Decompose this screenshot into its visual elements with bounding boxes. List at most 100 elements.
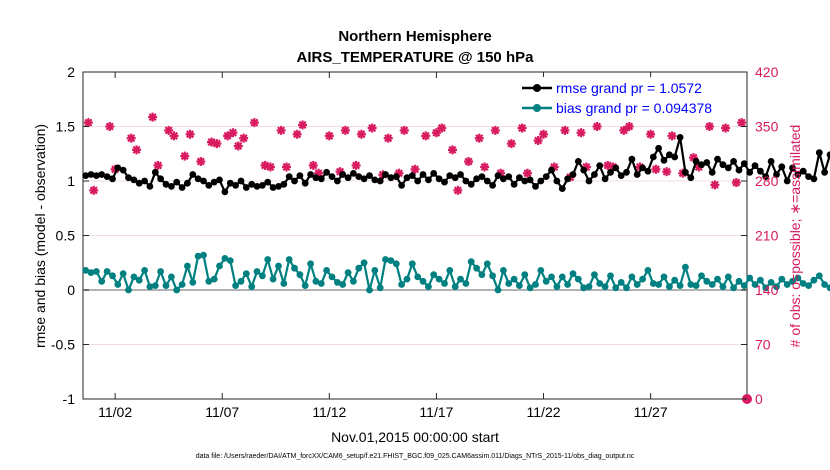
rmse-point bbox=[248, 180, 256, 188]
bias-point bbox=[130, 273, 138, 281]
obs-marker bbox=[522, 168, 532, 178]
rmse-point bbox=[221, 188, 229, 196]
obs-marker bbox=[539, 129, 549, 139]
obs-marker-stroke bbox=[646, 130, 655, 139]
obs-marker bbox=[533, 136, 543, 146]
obs-marker-stroke bbox=[368, 124, 377, 133]
bias-point bbox=[339, 281, 347, 288]
rmse-point bbox=[264, 178, 272, 186]
rmse-point bbox=[676, 134, 684, 141]
rmse-point bbox=[810, 175, 818, 183]
rmse-point bbox=[537, 177, 545, 185]
bias-point bbox=[569, 270, 577, 277]
y-right-tick-label: 280 bbox=[755, 173, 779, 189]
bias-point bbox=[655, 281, 662, 288]
obs-marker-stroke bbox=[180, 152, 189, 161]
rmse-point bbox=[210, 178, 218, 186]
bias-point bbox=[216, 262, 223, 270]
obs-marker-stroke bbox=[710, 180, 719, 189]
footnote: data file: /Users/raeder/DAI/ATM_forcXX/… bbox=[196, 453, 635, 460]
rmse-point bbox=[783, 177, 791, 185]
obs-marker bbox=[367, 123, 377, 133]
rmse-point bbox=[435, 175, 443, 183]
bias-point bbox=[548, 273, 555, 281]
x-tick-label: 11/12 bbox=[312, 404, 346, 420]
rmse-point bbox=[103, 173, 111, 181]
obs-marker bbox=[356, 129, 366, 139]
obs-marker-stroke bbox=[164, 126, 173, 135]
bias-point bbox=[489, 272, 496, 280]
rmse-point bbox=[291, 177, 298, 185]
bias-point bbox=[125, 286, 132, 294]
obs-marker bbox=[624, 122, 634, 131]
rmse-point bbox=[703, 159, 711, 166]
rmse-point bbox=[430, 170, 438, 177]
obs-marker bbox=[126, 133, 136, 143]
rmse-point bbox=[542, 173, 550, 181]
bias-point bbox=[574, 275, 582, 283]
rmse-point bbox=[237, 177, 245, 185]
bias-point bbox=[98, 277, 106, 285]
bias-point bbox=[114, 281, 122, 288]
bias-point bbox=[392, 260, 400, 268]
obs-marker-stroke bbox=[560, 126, 569, 135]
rmse-point bbox=[350, 170, 357, 177]
bias-point bbox=[387, 257, 395, 264]
bias-point bbox=[103, 268, 111, 275]
rmse-point bbox=[655, 144, 662, 152]
bias-point bbox=[264, 256, 272, 263]
obs-marker bbox=[212, 139, 222, 149]
bias-point bbox=[178, 281, 186, 288]
bias-point bbox=[275, 262, 282, 270]
obs-marker bbox=[105, 122, 115, 131]
bias-point bbox=[794, 274, 802, 282]
bias-point bbox=[526, 284, 534, 292]
rmse-point bbox=[355, 173, 363, 181]
rmse-point bbox=[317, 175, 325, 183]
bias-point bbox=[762, 284, 770, 292]
bias-point bbox=[146, 283, 154, 291]
obs-marker-stroke bbox=[651, 165, 660, 174]
rmse-point bbox=[746, 168, 754, 176]
y-tick-label: 1 bbox=[67, 173, 75, 189]
bias-point bbox=[242, 270, 250, 277]
obs-marker bbox=[667, 131, 677, 141]
rmse-series bbox=[82, 134, 830, 196]
bias-point bbox=[323, 267, 330, 274]
bias-point bbox=[698, 272, 705, 280]
rmse-point bbox=[553, 177, 561, 185]
rmse-point bbox=[467, 180, 475, 188]
bias-point bbox=[382, 256, 389, 263]
rmse-point bbox=[789, 164, 796, 172]
bias-point bbox=[644, 267, 652, 274]
rmse-point bbox=[109, 175, 116, 183]
obs-marker-stroke bbox=[196, 157, 205, 166]
obs-marker-stroke bbox=[212, 139, 221, 148]
obs-marker bbox=[169, 131, 179, 141]
obs-marker bbox=[399, 125, 409, 135]
obs-marker-stroke bbox=[507, 139, 516, 148]
bias-point bbox=[307, 260, 314, 268]
rmse-point bbox=[296, 172, 304, 180]
obs-marker bbox=[83, 118, 93, 128]
obs-marker bbox=[383, 133, 393, 143]
bias-point bbox=[789, 277, 796, 285]
obs-marker-stroke bbox=[384, 134, 393, 143]
bias-point bbox=[414, 273, 422, 281]
rmse-point bbox=[280, 180, 288, 188]
bias-point bbox=[87, 269, 95, 276]
obs-marker bbox=[447, 145, 457, 155]
bias-point bbox=[232, 282, 240, 289]
bias-point bbox=[510, 275, 518, 283]
rmse-point bbox=[692, 158, 700, 165]
rmse-point bbox=[178, 184, 186, 191]
obs-marker bbox=[351, 160, 361, 170]
bias-point bbox=[194, 252, 202, 260]
obs-marker bbox=[421, 131, 431, 141]
rmse-point bbox=[328, 173, 336, 181]
bias-point bbox=[446, 267, 454, 274]
bias-point bbox=[564, 281, 571, 288]
rmse-point bbox=[564, 175, 571, 183]
rmse-point bbox=[82, 172, 90, 180]
